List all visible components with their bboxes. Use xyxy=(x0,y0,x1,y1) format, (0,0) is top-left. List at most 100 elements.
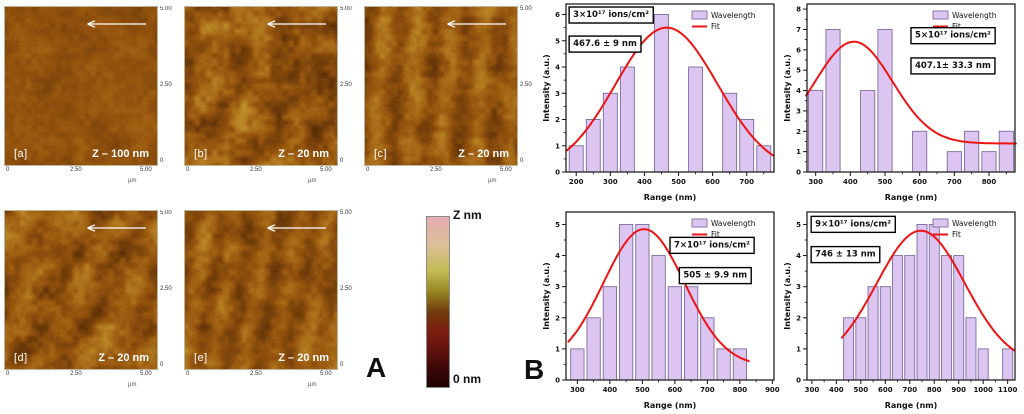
axis-tick: 0 xyxy=(186,167,189,173)
axis-unit-label: µm xyxy=(308,382,316,388)
y-tick-label: 4 xyxy=(555,252,560,260)
colorbar-min-label: 0 nm xyxy=(453,372,481,386)
histogram-bar xyxy=(652,256,665,380)
histogram-bar xyxy=(684,287,697,380)
x-tick-label: 500 xyxy=(854,386,869,394)
legend-wavelength-label: Wavelength xyxy=(952,11,997,20)
z-scale-label: Z – 100 nm xyxy=(92,148,149,160)
axis-tick: 5.00 xyxy=(320,167,332,173)
dose-annotation: 9×10¹⁷ ions/cm² xyxy=(815,219,891,229)
y-tick-label: 8 xyxy=(796,6,801,14)
y-axis-label: Intensity (a.u.) xyxy=(542,262,551,329)
x-tick-label: 1100 xyxy=(998,386,1018,394)
afm-topography-c: [c] Z – 20 nm xyxy=(364,6,518,166)
x-tick-label: 900 xyxy=(765,386,780,394)
x-axis-label: Range (nm) xyxy=(644,401,697,410)
axis-tick: 2.50 xyxy=(160,82,172,88)
histogram-bar xyxy=(965,131,979,172)
x-axis-label: Range (nm) xyxy=(644,193,697,202)
axis-tick: 0 xyxy=(340,362,343,368)
axis-tick: 0 xyxy=(160,158,163,164)
histogram-bar xyxy=(844,318,854,380)
legend-wavelength-label: Wavelength xyxy=(711,11,756,20)
y-tick-label: 0 xyxy=(796,377,801,385)
axis-tick: 0 xyxy=(6,371,9,377)
histogram-dose-9e17: 300 400 500 600 700 800 900 1000 1100 0 1 2 3 4 5 Range… xyxy=(782,209,1022,413)
x-tick-label: 600 xyxy=(668,386,683,394)
legend-wavelength-label: Wavelength xyxy=(711,219,756,228)
mean-size-annotation: 505 ± 9.9 nm xyxy=(683,271,747,281)
axis-tick: 2.50 xyxy=(250,371,262,377)
legend-bar-swatch xyxy=(692,219,707,227)
axis-tick: 5.00 xyxy=(340,210,352,216)
mean-size-annotation: 467.6 ± 9 nm xyxy=(573,39,637,49)
legend-bar-swatch xyxy=(933,11,948,19)
afm-topography-e: [e] Z – 20 nm xyxy=(184,210,338,370)
x-tick-label: 300 xyxy=(805,386,820,394)
scan-direction-arrow-icon xyxy=(84,18,148,30)
histogram-bar xyxy=(905,256,915,380)
legend-bar-swatch xyxy=(692,11,707,19)
afm-image-e: [e] Z – 20 nm 5.00 2.50 0 0 2.50 5.00 µm xyxy=(184,210,364,410)
y-tick-label: 0 xyxy=(555,169,560,177)
x-tick-label: 500 xyxy=(671,178,686,186)
subfigure-label: [d] xyxy=(14,352,28,364)
histogram-bar xyxy=(880,287,890,380)
axis-unit-label: µm xyxy=(308,178,316,184)
legend-wavelength-label: Wavelength xyxy=(952,219,997,228)
histogram-bar xyxy=(913,131,927,172)
histogram-bar xyxy=(569,146,583,172)
scan-direction-arrow-icon xyxy=(264,18,328,30)
y-tick-label: 0 xyxy=(796,169,801,177)
subfigure-label: [b] xyxy=(194,148,208,160)
histogram-bar xyxy=(717,349,730,380)
figure-canvas: [a] Z – 100 nm 5.00 2.50 0 0 2.50 5.00 µ… xyxy=(0,0,1024,414)
axis-tick: 0 xyxy=(160,362,163,368)
axis-tick: 5.00 xyxy=(140,167,152,173)
histogram-bar xyxy=(856,318,866,380)
axis-tick: 0 xyxy=(340,158,343,164)
axis-tick: 2.50 xyxy=(250,167,262,173)
axis-tick: 0 xyxy=(366,167,369,173)
histogram-bar xyxy=(966,318,976,380)
histogram-bar xyxy=(757,146,771,172)
dose-annotation: 7×10¹⁷ ions/cm² xyxy=(674,240,750,250)
afm-topography-a: [a] Z – 100 nm xyxy=(4,6,158,166)
afm-topography-b: [b] Z – 20 nm xyxy=(184,6,338,166)
histogram-bar xyxy=(809,91,823,172)
histogram-bar xyxy=(603,93,617,172)
x-tick-label: 500 xyxy=(635,386,650,394)
histogram-bar xyxy=(654,15,668,173)
histogram-dose-3e17: 200 300 400 500 600 700 0 1 2 3 4 5 6 Range (nm) Inten… xyxy=(541,1,781,205)
axis-tick: 5.00 xyxy=(160,6,172,12)
axis-unit-label: µm xyxy=(128,178,136,184)
subfigure-label: [c] xyxy=(374,148,387,160)
axis-tick: 2.50 xyxy=(430,167,442,173)
x-tick-label: 400 xyxy=(829,386,844,394)
y-tick-label: 2 xyxy=(796,128,801,136)
y-tick-label: 2 xyxy=(555,116,560,124)
axis-tick: 2.50 xyxy=(160,286,172,292)
histogram-bar xyxy=(861,91,875,172)
x-tick-label: 700 xyxy=(947,178,962,186)
afm-image-d: [d] Z – 20 nm 5.00 2.50 0 0 2.50 5.00 µm xyxy=(4,210,184,410)
y-axis-label: Intensity (a.u.) xyxy=(783,54,792,121)
x-tick-label: 800 xyxy=(927,386,942,394)
scan-direction-arrow-icon xyxy=(444,18,508,30)
afm-image-a: [a] Z – 100 nm 5.00 2.50 0 0 2.50 5.00 µ… xyxy=(4,6,184,206)
mean-size-annotation: 746 ± 13 nm xyxy=(815,250,876,260)
x-tick-label: 1000 xyxy=(973,386,993,394)
y-tick-label: 4 xyxy=(796,87,801,95)
axis-tick: 5.00 xyxy=(520,6,532,12)
afm-texture-canvas xyxy=(185,7,337,165)
y-tick-label: 6 xyxy=(796,46,801,54)
axis-tick: 0 xyxy=(520,158,523,164)
x-axis-label: Range (nm) xyxy=(885,401,938,410)
afm-topography-d: [d] Z – 20 nm xyxy=(4,210,158,370)
subfigure-label: [a] xyxy=(14,148,28,160)
histogram-bar xyxy=(917,224,927,380)
y-tick-label: 6 xyxy=(555,11,560,19)
y-tick-label: 4 xyxy=(555,64,560,72)
histogram-bar xyxy=(740,120,754,173)
y-tick-label: 4 xyxy=(796,252,801,260)
